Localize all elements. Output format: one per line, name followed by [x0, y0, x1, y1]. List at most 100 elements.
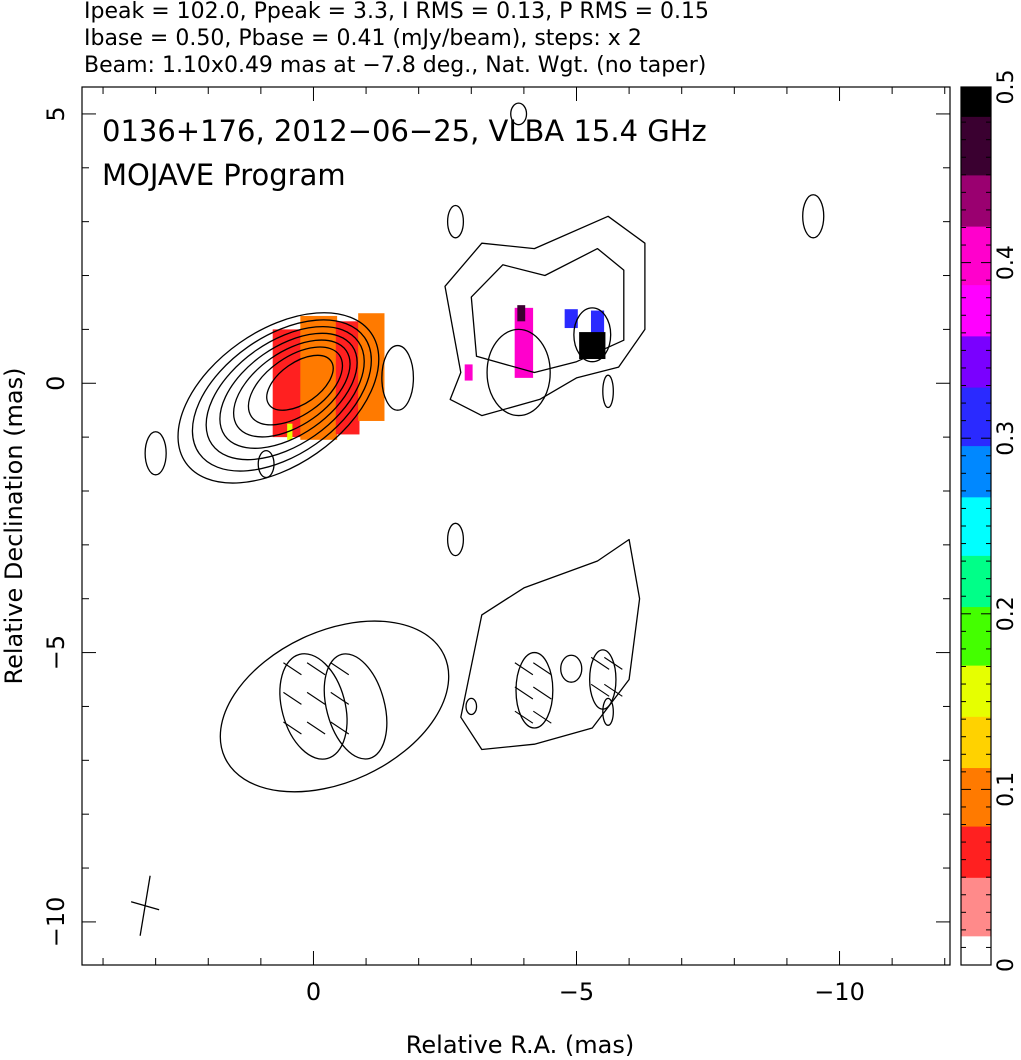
colorbar-swatch	[961, 862, 991, 871]
intensity-contour	[266, 354, 334, 411]
colorbar: 0 0.1 0.2 0.3 0.4 0.5	[960, 70, 1019, 972]
colorbar-swatch	[961, 635, 991, 644]
colorbar-swatch	[961, 379, 991, 388]
colorbar-swatch	[961, 299, 991, 308]
colorbar-swatch	[961, 657, 991, 666]
colorbar-swatch	[961, 884, 991, 893]
x-tick-label: −5	[559, 978, 594, 1006]
evpa-tick	[604, 656, 623, 670]
knot-contour	[144, 431, 167, 476]
colorbar-swatch	[961, 533, 991, 542]
evpa-tick	[306, 662, 326, 676]
evpa-tick	[532, 686, 552, 700]
colorbar-swatch	[961, 745, 991, 754]
colorbar-swatch	[961, 591, 991, 600]
colorbar-swatch	[961, 204, 991, 212]
colorbar-swatch	[961, 401, 991, 410]
polarized-knot-contour	[465, 697, 478, 716]
evpa-tick	[514, 686, 534, 700]
colorbar-swatch	[961, 211, 991, 220]
header-line-2: Ibase = 0.50, Pbase = 0.41 (mJy/beam), s…	[84, 26, 642, 51]
colorbar-swatch	[961, 613, 991, 622]
colorbar-swatch	[961, 540, 991, 549]
knot-contour	[573, 307, 612, 363]
colorbar-swatch	[961, 262, 991, 271]
colorbar-swatch	[961, 804, 991, 812]
evpa-tick	[330, 691, 350, 705]
colorbar-swatch	[961, 189, 991, 198]
colorbar-swatch	[961, 825, 991, 834]
chart-title-line-1: 0136+176, 2012−06−25, VLBA 15.4 GHz	[102, 114, 707, 148]
evpa-tick	[330, 662, 350, 676]
colorbar-swatch	[961, 255, 991, 264]
colorbar-swatch	[961, 130, 991, 139]
jet-contour-outer	[444, 215, 646, 417]
colorbar-swatch	[961, 708, 991, 717]
map-layer	[130, 102, 825, 936]
colorbar-swatch	[961, 350, 991, 359]
colorbar-swatch	[961, 167, 991, 176]
colorbar-swatch	[961, 950, 991, 959]
colorbar-swatch	[961, 891, 991, 900]
colorbar-swatch	[961, 196, 991, 205]
colorbar-swatch	[961, 562, 991, 571]
colorbar-swatch	[961, 343, 991, 351]
polarization-pixel	[514, 307, 534, 378]
colorbar-swatch	[961, 291, 991, 300]
knot-contour	[510, 102, 528, 126]
colorbar-swatch	[961, 606, 991, 615]
colorbar-swatch	[961, 518, 991, 527]
colorbar-swatch	[961, 101, 991, 110]
colorbar-swatch	[961, 182, 991, 191]
colorbar-tick-label: 0.2	[994, 596, 1019, 631]
beam-minor-axis	[130, 901, 160, 911]
colorbar-swatch	[961, 123, 991, 132]
intensity-contour	[177, 312, 380, 484]
colorbar-swatch	[961, 313, 991, 322]
colorbar-swatch	[961, 445, 991, 454]
colorbar-swatch	[961, 108, 991, 117]
colorbar-swatch	[961, 357, 991, 366]
colorbar-swatch	[961, 694, 991, 703]
y-tick-label: −5	[42, 635, 70, 670]
x-axis-label: Relative R.A. (mas)	[406, 1031, 634, 1059]
colorbar-swatch	[961, 811, 991, 820]
axis-layer: 0 −5 −10 5 0 −5 −10	[42, 87, 950, 1006]
colorbar-swatch	[961, 511, 991, 520]
intensity-contour	[191, 319, 372, 472]
colorbar-swatch	[961, 335, 991, 344]
evpa-tick	[283, 691, 302, 705]
colorbar-swatch	[961, 935, 991, 944]
colorbar-swatch	[961, 306, 991, 315]
evpa-tick	[532, 710, 552, 724]
knot-contour	[602, 374, 614, 409]
evpa-tick	[283, 721, 302, 735]
colorbar-swatch	[961, 921, 991, 930]
colorbar-swatch	[961, 847, 991, 856]
colorbar-swatch	[961, 906, 991, 915]
colorbar-swatch	[961, 504, 991, 512]
colorbar-swatch	[961, 628, 991, 637]
colorbar-tick-label: 0.1	[994, 772, 1019, 807]
colorbar-swatch	[961, 599, 991, 608]
evpa-tick	[514, 710, 534, 724]
colorbar-swatch	[961, 452, 991, 461]
colorbar-swatch	[961, 460, 991, 469]
colorbar-swatch	[961, 665, 991, 673]
colorbar-swatch	[961, 430, 991, 439]
colorbar-swatch	[961, 943, 991, 951]
colorbar-swatch	[961, 482, 991, 491]
colorbar-swatch	[961, 686, 991, 695]
evpa-tick	[532, 662, 552, 676]
colorbar-swatch	[961, 782, 991, 790]
y-tick-label: 5	[42, 106, 70, 121]
colorbar-swatch	[961, 145, 991, 154]
polarized-knot-contour	[446, 522, 465, 557]
colorbar-swatch	[961, 269, 991, 278]
colorbar-swatch	[961, 679, 991, 688]
colorbar-swatch	[961, 408, 991, 417]
colorbar-swatch	[961, 833, 991, 842]
polarization-pixel	[564, 309, 578, 329]
intensity-contour	[219, 332, 358, 449]
y-tick-label: 0	[42, 376, 70, 391]
